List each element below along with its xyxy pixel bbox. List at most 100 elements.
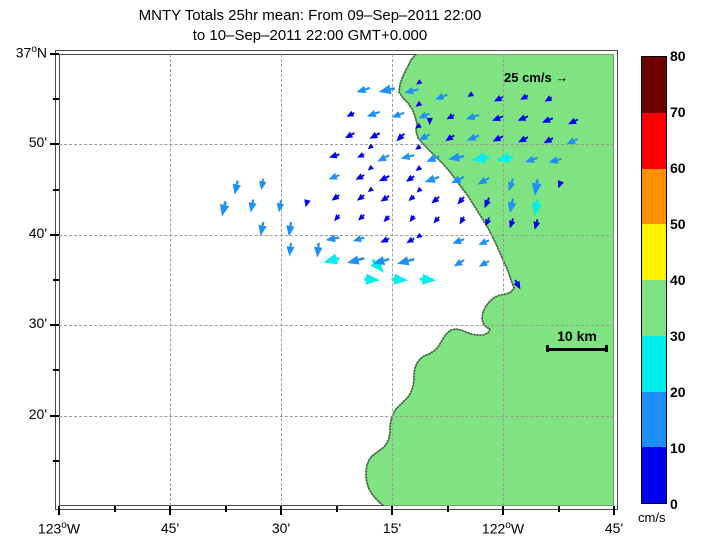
current-vector	[352, 235, 365, 242]
map-canvas[interactable]	[59, 54, 614, 506]
current-vector	[357, 193, 365, 201]
current-vector-head	[415, 100, 423, 107]
current-vector-head	[557, 180, 564, 189]
current-vector-shaft	[473, 113, 480, 118]
current-vector	[415, 144, 422, 150]
current-vector-head	[508, 181, 516, 192]
current-vector-head	[467, 91, 475, 97]
current-vector-shaft	[390, 87, 396, 91]
current-vector	[377, 154, 390, 162]
current-vector	[355, 173, 365, 180]
colorbar-unit-label: cm/s	[638, 510, 666, 525]
current-vector-shaft	[383, 257, 390, 262]
current-vector	[356, 85, 371, 94]
colorbar-tick-label: 50	[670, 216, 686, 232]
current-vector	[459, 216, 466, 225]
current-vector	[495, 152, 514, 163]
current-vector-head	[232, 183, 241, 195]
current-vector	[358, 213, 365, 221]
y-tick-major	[50, 143, 59, 146]
gridline-vertical	[503, 54, 504, 506]
current-vector-shaft	[362, 153, 365, 156]
current-vector-shaft	[352, 112, 355, 115]
map-plot-area[interactable]: 25 cm/s → 10 km	[55, 50, 618, 510]
current-vector-shaft	[412, 88, 419, 92]
current-vector-shaft	[235, 180, 239, 185]
colorbar-tick-label: 40	[670, 272, 686, 288]
current-vector	[415, 165, 423, 171]
current-vector-shaft	[535, 179, 539, 184]
current-vector-head	[397, 256, 410, 266]
current-vector-head	[416, 232, 423, 239]
current-vector	[477, 176, 490, 185]
x-tick-minor	[335, 506, 338, 512]
current-vector	[445, 134, 455, 142]
current-vector-head	[509, 220, 516, 229]
current-vector	[391, 273, 409, 285]
current-vector-head	[465, 113, 476, 121]
current-vector	[325, 234, 340, 243]
colorbar-tick-label: 30	[670, 328, 686, 344]
current-vector	[406, 236, 415, 244]
current-vector	[364, 273, 380, 285]
current-vector-shaft	[364, 86, 371, 91]
current-vector-head	[258, 224, 267, 236]
current-vector-shaft	[386, 195, 390, 199]
current-vector	[433, 216, 440, 224]
current-vector-shaft	[289, 221, 293, 227]
coastline-stipple	[364, 54, 516, 506]
current-vector	[466, 133, 480, 141]
current-vector	[328, 151, 340, 159]
current-vector-head	[566, 137, 576, 145]
current-vector-shaft	[508, 155, 514, 160]
current-vector-head	[493, 95, 503, 102]
current-vector-head	[422, 273, 437, 285]
current-vector-head	[518, 135, 527, 143]
current-vector-shaft	[550, 96, 553, 99]
current-vector	[507, 198, 517, 214]
current-vector-head	[248, 202, 257, 213]
current-vector-field[interactable]	[59, 54, 614, 506]
current-vector-head	[406, 236, 415, 244]
reference-vector-label: 25 cm/s	[504, 70, 552, 85]
current-vector-head	[378, 174, 388, 182]
current-vector-shaft	[412, 195, 415, 198]
current-vector-head	[357, 193, 365, 201]
current-vector-head	[370, 258, 384, 273]
current-vector-head	[369, 131, 379, 139]
current-vector-shaft	[550, 137, 554, 141]
current-vector	[531, 199, 542, 217]
current-vector-shaft	[535, 199, 539, 204]
current-vector-head	[286, 225, 295, 237]
current-vector	[533, 219, 541, 230]
colorbar-tick-label: 60	[670, 160, 686, 176]
current-vector-shaft	[452, 114, 455, 117]
colorbar-tick-label: 70	[670, 104, 686, 120]
current-vector-shaft	[337, 194, 340, 197]
colorbar-tick-label: 80	[670, 48, 686, 64]
current-vector-shaft	[462, 216, 465, 219]
current-vector	[492, 114, 504, 121]
current-vector-head	[568, 117, 577, 125]
current-vector-shaft	[485, 260, 490, 264]
current-vector-head	[396, 133, 405, 142]
current-vector	[508, 178, 516, 192]
current-vector	[544, 95, 553, 102]
current-vector-head	[367, 164, 374, 171]
current-vector-head	[405, 174, 414, 182]
current-vector-shaft	[357, 257, 365, 262]
colorbar[interactable]	[641, 56, 667, 504]
current-vector-head	[380, 236, 389, 243]
current-vector-head	[448, 152, 460, 162]
current-vector	[451, 175, 465, 184]
current-vector	[471, 152, 490, 164]
x-tick-major	[502, 506, 504, 515]
y-tick-minor	[53, 188, 59, 191]
current-vector-shaft	[499, 115, 504, 119]
current-vector	[276, 200, 285, 213]
current-vector-shaft	[533, 157, 538, 161]
current-vector	[493, 95, 504, 102]
current-vector-head	[391, 111, 401, 118]
y-tick-minor	[53, 369, 59, 372]
current-vector	[347, 255, 365, 265]
